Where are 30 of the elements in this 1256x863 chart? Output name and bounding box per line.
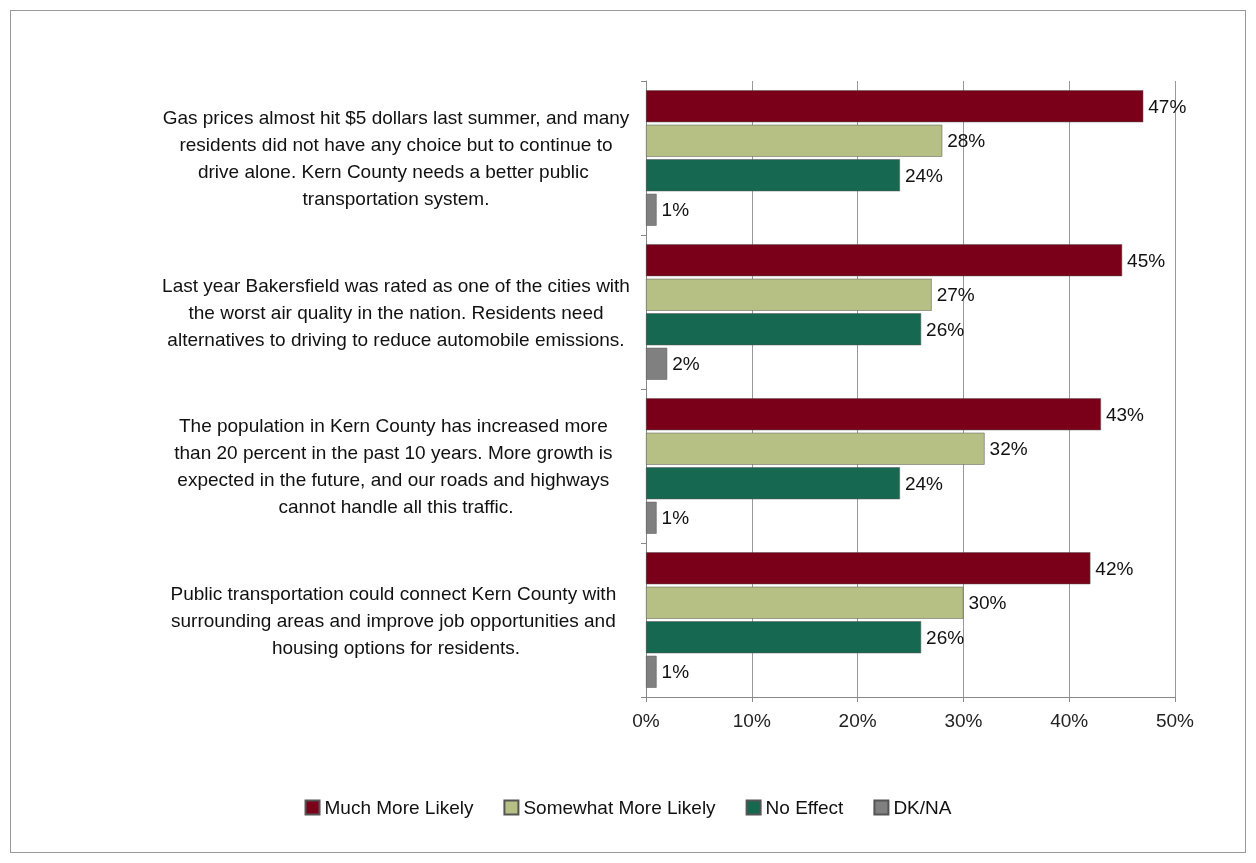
data-label: 26%: [926, 318, 965, 340]
data-label: 1%: [661, 507, 690, 529]
y-tick-label: The population in Kern County has increased more than 20 percent in the past 10 years. More growth is expected in the future, and our roads and highways cannot handle all this traffic.: [174, 415, 618, 517]
x-tick-label: 0%: [632, 710, 660, 731]
data-label: 30%: [968, 592, 1007, 614]
data-label: 43%: [1105, 403, 1145, 425]
data-label: 24%: [904, 164, 944, 186]
legend-label: Somewhat More Likely: [523, 797, 717, 818]
legend-label: Much More Likely: [324, 797, 474, 818]
data-label: 24%: [904, 472, 944, 494]
y-tick-label: Gas prices almost hit $5 dollars last summer, and many residents did not have any choice but to continue to drive alone. Kern County needs a better public transportation system.: [162, 107, 630, 209]
data-label: 26%: [926, 626, 965, 648]
data-label: 1%: [661, 199, 690, 221]
data-label: 2%: [672, 353, 700, 375]
data-label: 42%: [1095, 557, 1134, 579]
x-tick-label: 40%: [1050, 710, 1089, 731]
legend-label: No Effect: [765, 797, 845, 818]
data-label: 28%: [947, 130, 986, 152]
y-tick-label: Last year Bakersfield was rated as one of the cities with the worst air quality in the nation. Residents need alternatives to driving to reduce automobile emissions.: [162, 274, 630, 350]
data-label: 47%: [1148, 95, 1187, 117]
x-tick-label: 20%: [838, 710, 877, 731]
x-tick-label: 30%: [944, 710, 983, 731]
data-label: 45%: [1127, 249, 1166, 271]
data-label: 1%: [661, 661, 690, 683]
y-tick-label: Public transportation could connect Kern County with surrounding areas and improve job opportunities and housing options for residents.: [170, 582, 622, 658]
x-tick-label: 50%: [1155, 710, 1195, 731]
data-label: 32%: [989, 438, 1028, 460]
legend-label: DK/NA: [893, 797, 952, 818]
x-tick-label: 10%: [732, 710, 771, 731]
data-label: 27%: [936, 284, 975, 306]
